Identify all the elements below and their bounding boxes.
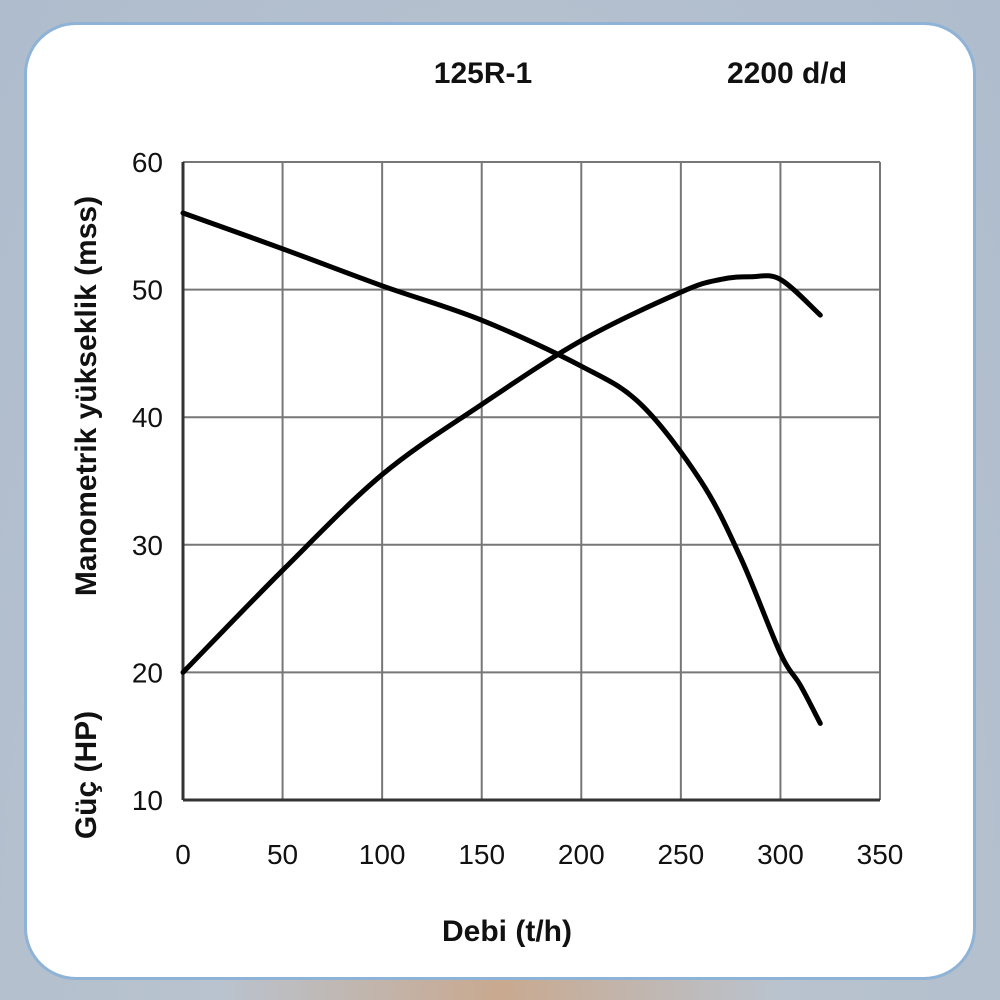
y-tick-label: 60 bbox=[132, 147, 163, 178]
x-tick-label: 50 bbox=[267, 839, 298, 870]
x-tick-label: 100 bbox=[359, 839, 406, 870]
series-lines bbox=[180, 210, 823, 726]
y-tick-label: 40 bbox=[132, 402, 163, 433]
x-tick-label: 150 bbox=[458, 839, 505, 870]
y-tick-label: 20 bbox=[132, 657, 163, 688]
chart-title-model: 125R-1 bbox=[434, 57, 532, 90]
chart-title-speed: 2200 d/d bbox=[727, 57, 847, 90]
grid-lines bbox=[182, 161, 881, 801]
x-tick-label: 300 bbox=[757, 839, 804, 870]
x-tick-labels: 0 50 100 150 200 250 300 350 bbox=[175, 839, 903, 870]
y-tick-labels: 10 20 30 40 50 60 bbox=[132, 147, 163, 816]
x-tick-label: 250 bbox=[657, 839, 704, 870]
y-axis-label-power: Güç (HP) bbox=[70, 711, 103, 839]
series-line-1 bbox=[180, 210, 823, 726]
axes bbox=[181, 162, 880, 802]
x-tick-label: 350 bbox=[857, 839, 904, 870]
y-tick-label: 30 bbox=[132, 530, 163, 561]
y-tick-label: 10 bbox=[132, 785, 163, 816]
x-axis-label: Debi (t/h) bbox=[442, 915, 572, 948]
series-line-2 bbox=[180, 273, 823, 675]
x-tick-label: 200 bbox=[558, 839, 605, 870]
x-tick-label: 0 bbox=[175, 839, 191, 870]
y-tick-label: 50 bbox=[132, 275, 163, 306]
y-axis-label-head: Manometrik yükseklik (mss) bbox=[70, 196, 103, 596]
